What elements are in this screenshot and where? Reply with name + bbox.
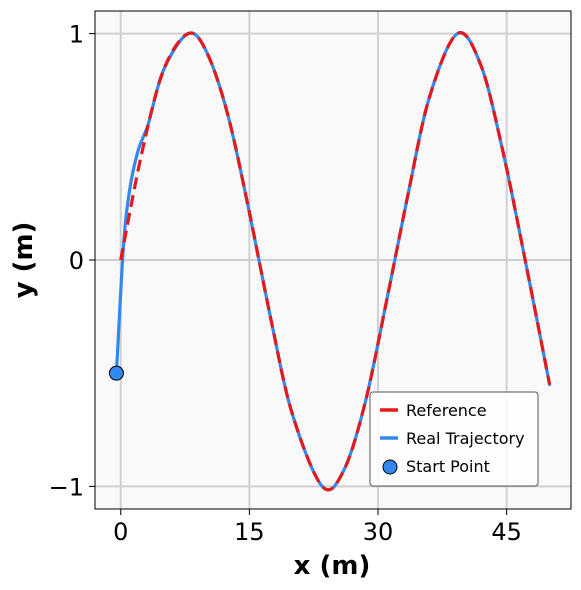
legend-start-point-swatch (382, 459, 398, 475)
y-tick-label: 1 (69, 21, 84, 49)
y-tick-label: −1 (49, 473, 84, 501)
x-axis-label: x (m) (294, 551, 371, 581)
series-layer (108, 31, 552, 492)
legend-reference-label: Reference (406, 401, 487, 420)
y-axis-label: y (m) (9, 222, 39, 299)
x-tick-label: 30 (363, 518, 394, 546)
legend: Reference Real Trajectory Start Point (369, 391, 539, 487)
legend-real-trajectory-label: Real Trajectory (406, 429, 525, 448)
y-tick-label: 0 (69, 247, 84, 275)
x-tick-label: 0 (113, 518, 128, 546)
grid (95, 11, 571, 509)
reference-line (119, 31, 552, 492)
ticks: 0 15 30 45 −1 0 1 (49, 21, 522, 546)
x-tick-label: 15 (234, 518, 265, 546)
legend-box (369, 391, 539, 487)
x-tick-label: 45 (491, 518, 522, 546)
start-point-marker (108, 365, 124, 381)
legend-start-point-label: Start Point (406, 457, 490, 476)
